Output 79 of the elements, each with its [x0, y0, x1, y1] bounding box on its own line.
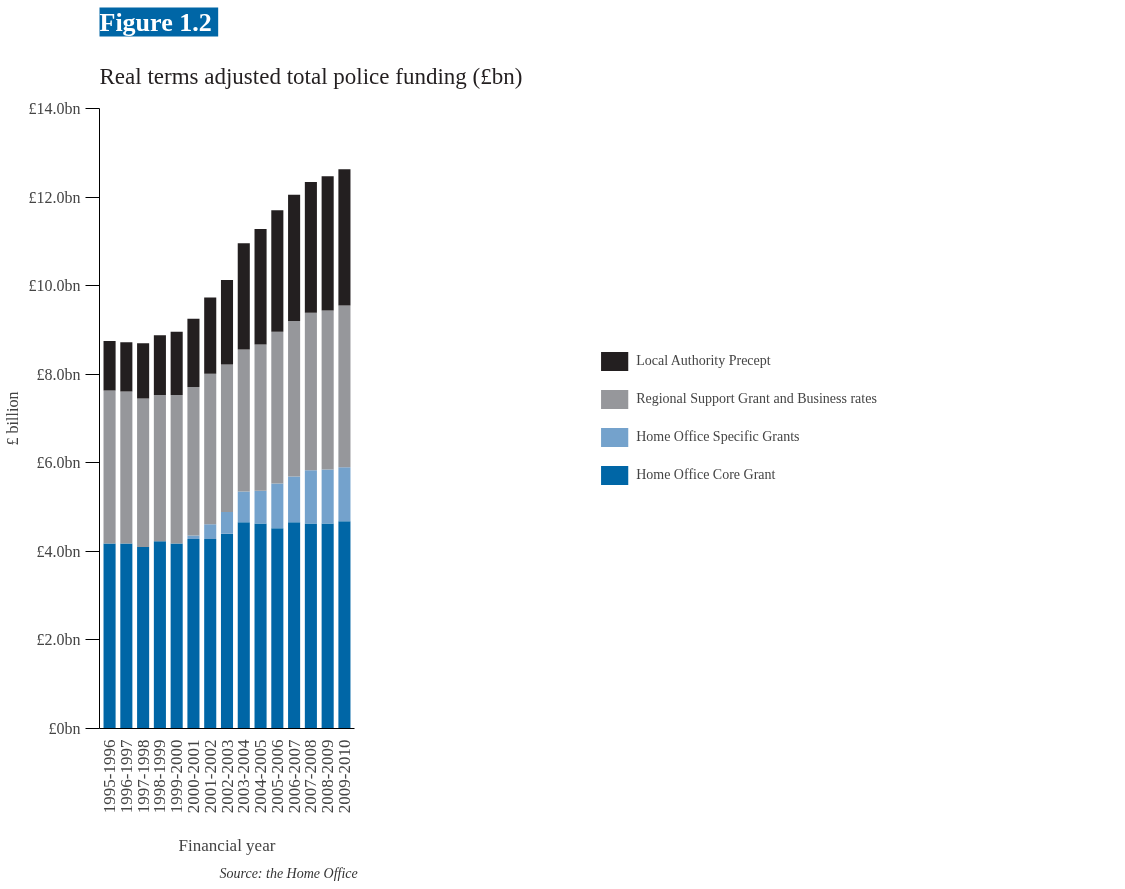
bar [338, 467, 351, 522]
x-tick-label: 2006-2007 [284, 739, 304, 814]
chart-subtitle: Real terms adjusted total police funding (£bn) [99, 63, 523, 89]
bar [321, 310, 334, 470]
bar [254, 344, 267, 491]
bar [288, 194, 301, 322]
y-axis-title: £ billion [3, 391, 21, 446]
bar [220, 279, 234, 365]
y-tick-label: £10.0bn [28, 277, 81, 295]
bar [321, 176, 334, 311]
bar [304, 470, 317, 524]
x-tick-label: 1997-1998 [133, 739, 153, 814]
bar [271, 483, 284, 529]
bar [153, 541, 166, 729]
bar [254, 490, 267, 524]
bar [120, 342, 133, 392]
y-tick-label: £12.0bn [28, 188, 81, 206]
bar [170, 331, 183, 396]
bar [338, 169, 351, 306]
y-tick-label: £14.0bn [28, 100, 81, 117]
bar [304, 523, 317, 729]
x-tick-label: 1998-1999 [150, 739, 170, 814]
bar [338, 521, 351, 729]
x-tick-label: 2002-2003 [217, 739, 237, 814]
bar [237, 491, 250, 523]
bar [153, 335, 166, 396]
y-tick-label: £0bn [48, 720, 81, 737]
bar [103, 341, 116, 391]
bar [254, 523, 267, 729]
bar [321, 469, 334, 524]
bar [288, 522, 301, 729]
bar [137, 343, 150, 399]
bar [204, 297, 217, 374]
y-tick-label: £6.0bn [36, 454, 81, 472]
bar [204, 538, 217, 729]
bar [204, 373, 217, 525]
bar [220, 364, 234, 512]
bar [187, 318, 200, 388]
y-tick-label: £4.0bn [36, 542, 81, 560]
x-tick-label: 2001-2002 [200, 739, 220, 814]
bar [271, 210, 284, 332]
y-tick-label: £2.0bn [36, 631, 81, 649]
bar [271, 331, 284, 484]
bar [103, 390, 116, 544]
bar [187, 387, 200, 536]
bar [137, 398, 150, 547]
bar [237, 522, 250, 729]
x-tick-label: 2007-2008 [301, 739, 321, 814]
legend-label: Local Authority Precept [636, 353, 772, 369]
legend-label: Regional Support Grant and Business rates [636, 391, 877, 407]
bar [204, 524, 217, 539]
bar [237, 349, 250, 492]
bar [103, 543, 116, 729]
bar [137, 546, 150, 729]
bar [304, 182, 317, 313]
bar [237, 243, 250, 350]
bar [288, 321, 301, 477]
x-axis-title: Financial year [178, 836, 276, 856]
x-tick-label: 2003-2004 [234, 739, 254, 814]
bar [153, 395, 166, 542]
y-tick-label: £8.0bn [36, 365, 81, 383]
bar [120, 543, 133, 729]
bar [170, 395, 183, 544]
bar [120, 391, 133, 544]
bar [220, 533, 234, 729]
bar [271, 528, 284, 729]
bar [187, 535, 200, 539]
bar [187, 538, 200, 729]
bar [288, 476, 301, 523]
source-note: Source: the Home Office [219, 865, 358, 881]
bar [254, 228, 267, 345]
legend-label: Home Office Specific Grants [636, 429, 801, 445]
bar [338, 305, 351, 468]
legend-label: Home Office Core Grant [636, 467, 777, 483]
bar [170, 543, 183, 729]
bar [220, 511, 234, 534]
chart-title: Figure 1.2 [99, 7, 212, 37]
bar [304, 312, 317, 471]
bar [321, 523, 334, 729]
